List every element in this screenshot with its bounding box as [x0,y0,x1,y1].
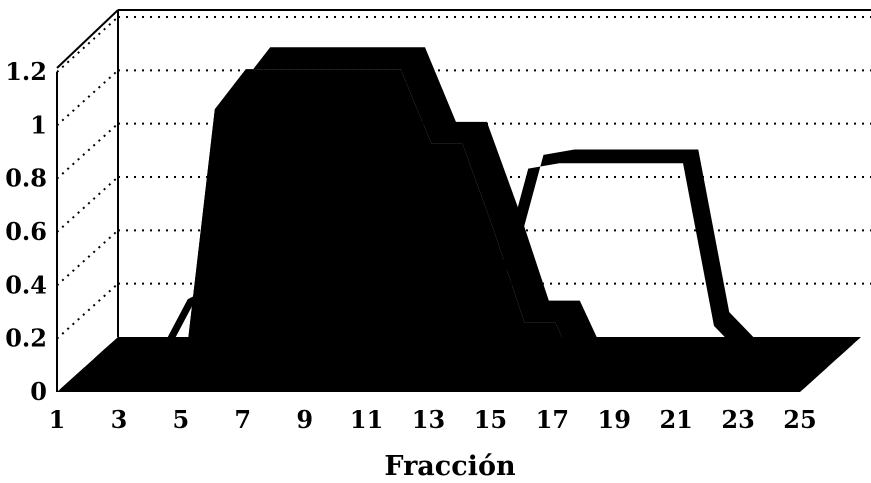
x-tick-label: 23 [721,405,754,434]
gridline-side [56,282,119,340]
series-layer [60,47,854,390]
y-tick-label: 0.6 [5,217,47,246]
chart-back-wall [56,9,871,337]
series-1-area [60,69,804,390]
y-tick-label: 1.2 [5,57,47,86]
gridline-side [56,122,119,180]
x-tick-label: 3 [111,405,128,434]
x-tick-label: 11 [350,405,383,434]
x-tick-label: 13 [412,405,445,434]
y-tick-label: 0.2 [5,324,47,353]
y-tick-label: 0.4 [5,270,47,299]
series-2-ribbon [94,149,854,358]
y-tick-label: 1 [30,110,47,139]
gridline-side [56,229,119,287]
gridline-side [56,69,119,127]
x-tick-label: 21 [659,405,692,434]
x-axis-title: Fracción [384,451,516,482]
x-axis: 1 3 5 7 9 11 13 15 17 19 21 23 25 [49,405,817,434]
x-tick-label: 7 [234,405,251,434]
y-tick-label: 0 [30,377,47,406]
y-axis: 0 0.2 0.4 0.6 0.8 1 1.2 [5,57,58,406]
x-tick-label: 25 [783,405,816,434]
x-tick-label: 19 [598,405,631,434]
x-tick-label: 1 [49,405,66,434]
x-tick-label: 5 [172,405,189,434]
gridline-side [56,176,119,233]
x-tick-label: 9 [296,405,313,434]
x-tick-label: 15 [474,405,507,434]
x-tick-label: 17 [536,405,569,434]
y-tick-label: 0.8 [5,164,47,193]
gridline-side [56,16,119,73]
wall-top-edge [56,9,119,69]
